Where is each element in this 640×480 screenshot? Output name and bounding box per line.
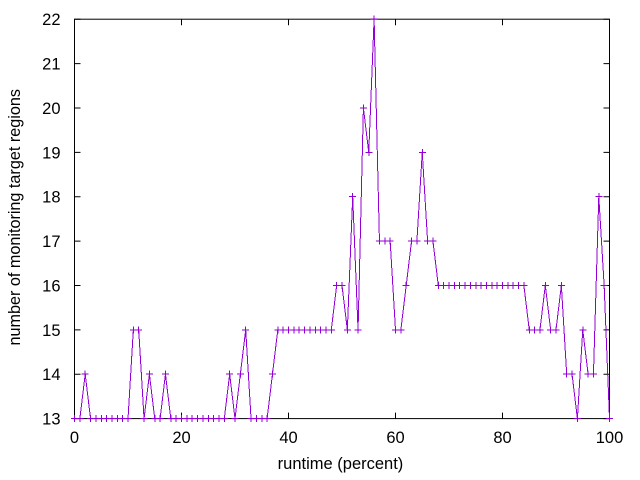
svg-text:13: 13 <box>42 411 60 429</box>
svg-text:21: 21 <box>42 56 60 74</box>
svg-text:20: 20 <box>42 100 60 118</box>
svg-text:19: 19 <box>42 144 60 162</box>
svg-text:60: 60 <box>386 429 404 447</box>
svg-text:16: 16 <box>42 277 60 295</box>
svg-text:runtime (percent): runtime (percent) <box>278 455 404 473</box>
svg-text:number of monitoring target re: number of monitoring target regions <box>6 89 24 345</box>
svg-text:100: 100 <box>596 429 624 447</box>
svg-text:14: 14 <box>42 366 60 384</box>
svg-text:15: 15 <box>42 322 60 340</box>
svg-text:18: 18 <box>42 189 60 207</box>
svg-text:40: 40 <box>279 429 297 447</box>
svg-text:80: 80 <box>493 429 511 447</box>
svg-text:0: 0 <box>70 429 79 447</box>
svg-text:17: 17 <box>42 233 60 251</box>
svg-text:20: 20 <box>172 429 190 447</box>
svg-text:22: 22 <box>42 11 60 29</box>
